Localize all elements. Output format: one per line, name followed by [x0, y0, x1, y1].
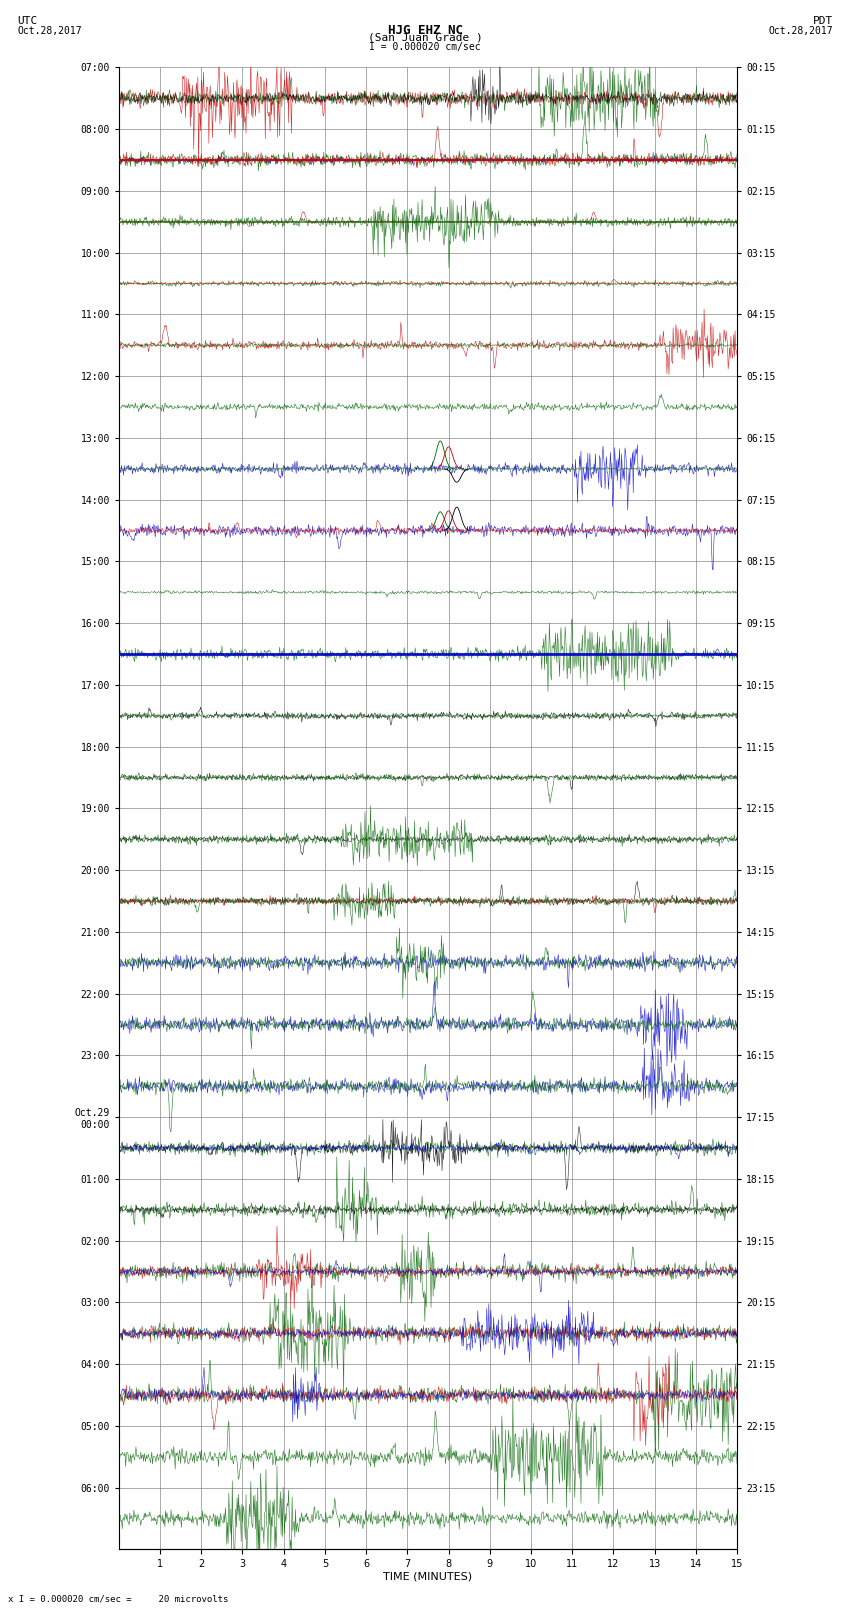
Text: Oct.28,2017: Oct.28,2017: [768, 26, 833, 35]
Text: Oct.28,2017: Oct.28,2017: [17, 26, 82, 35]
Text: HJG EHZ NC: HJG EHZ NC: [388, 24, 462, 37]
Text: I = 0.000020 cm/sec: I = 0.000020 cm/sec: [369, 42, 481, 52]
Text: UTC: UTC: [17, 16, 37, 26]
Text: x I = 0.000020 cm/sec =     20 microvolts: x I = 0.000020 cm/sec = 20 microvolts: [8, 1594, 229, 1603]
X-axis label: TIME (MINUTES): TIME (MINUTES): [383, 1573, 473, 1582]
Text: PDT: PDT: [813, 16, 833, 26]
Text: (San Juan Grade ): (San Juan Grade ): [367, 32, 483, 42]
